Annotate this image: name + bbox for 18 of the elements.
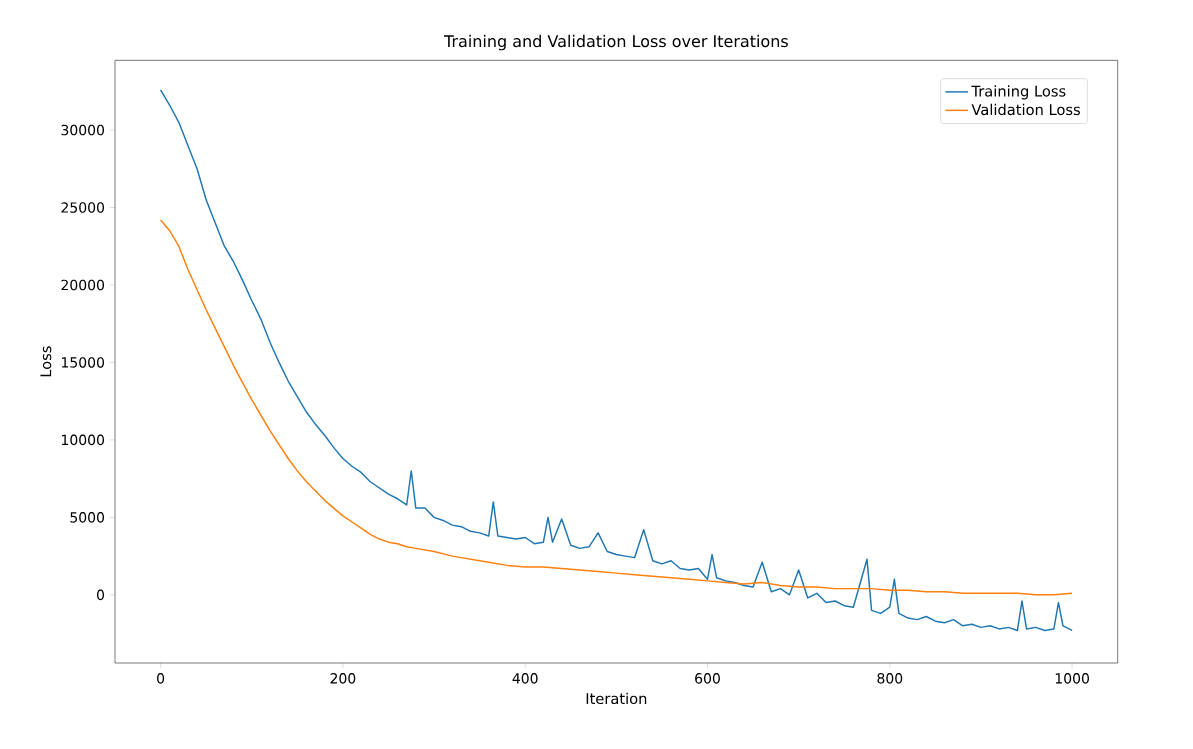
legend-label: Validation Loss — [971, 103, 1080, 116]
x-tick-label: 0 — [157, 673, 165, 684]
chart-title: Training and Validation Loss over Iterations — [443, 34, 788, 51]
y-tick-label: 15000 — [61, 357, 105, 368]
y-tick-label: 30000 — [61, 124, 105, 136]
y-tick-label: 20000 — [61, 279, 105, 291]
y-tick-label: 25000 — [61, 202, 105, 213]
y-tick-label: 10000 — [61, 434, 105, 446]
x-tick-label: 800 — [877, 673, 903, 684]
x-tick-label: 600 — [695, 673, 720, 684]
y-tick-label: 5000 — [70, 512, 105, 523]
legend-label: Training Loss — [971, 85, 1066, 100]
x-axis-title: Iteration — [586, 692, 647, 705]
y-tick-label: 0 — [96, 589, 105, 601]
x-tick-label: 200 — [330, 673, 356, 684]
x-tick-label: 400 — [512, 673, 538, 684]
y-axis-title: Loss — [40, 346, 52, 377]
x-tick-label: 1000 — [1055, 673, 1089, 684]
